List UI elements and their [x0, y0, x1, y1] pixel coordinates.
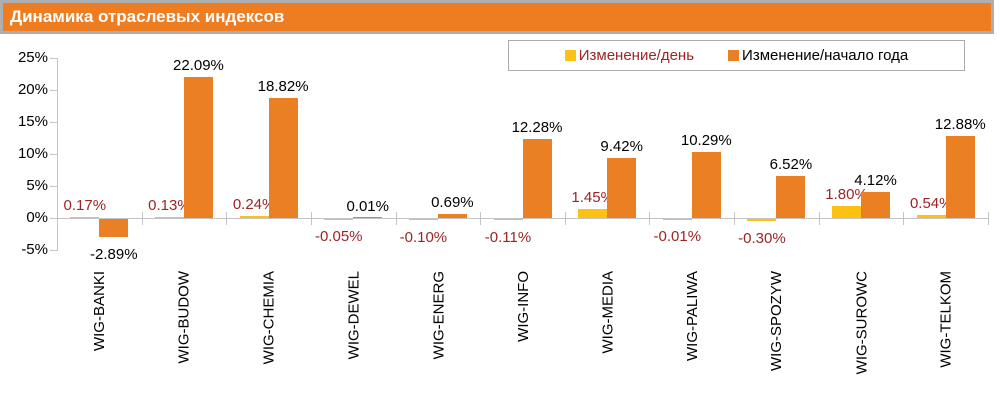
day-value-label: 0.24%: [232, 196, 276, 214]
y-axis-tick: [50, 186, 57, 187]
x-axis-tick: [480, 212, 482, 225]
x-axis-tick: [226, 212, 228, 225]
day-value-label: 0.17%: [63, 196, 107, 214]
ytd-bar: [607, 157, 637, 218]
day-bar: [408, 219, 438, 220]
y-axis-tick-label: 15%: [17, 113, 48, 130]
x-axis-tick: [818, 212, 820, 225]
x-axis-label: WIG-ENERG: [429, 271, 447, 360]
ytd-value-label: -2.89%: [90, 246, 138, 264]
day-bar: [239, 216, 269, 218]
legend-label-day: Изменение/день: [578, 47, 695, 64]
x-axis-label: WIG-BUDOW: [175, 271, 193, 364]
ytd-value-label: 12.88%: [934, 115, 986, 133]
y-axis-tick-label: -5%: [21, 241, 48, 258]
x-axis-tick: [649, 212, 651, 225]
day-bar: [578, 208, 608, 218]
day-value-label: 1.80%: [825, 186, 868, 204]
ytd-bar: [776, 176, 806, 218]
x-axis-label: WIG-PALIWA: [683, 271, 701, 361]
ytd-value-label: 0.69%: [431, 193, 474, 211]
day-value-label: -0.30%: [738, 229, 786, 247]
x-axis-tick: [988, 212, 990, 225]
ytd-value-label: 0.01%: [346, 197, 389, 215]
day-bar: [493, 219, 523, 220]
day-bar: [662, 219, 692, 220]
day-value-label: -0.01%: [653, 228, 702, 246]
ytd-bar: [268, 97, 298, 218]
day-value-label: 0.54%: [909, 194, 953, 212]
ytd-bar: [691, 152, 721, 218]
x-axis-tick: [310, 212, 312, 225]
ytd-bar: [522, 139, 552, 218]
chart-legend: Изменение/день Изменение/начало года: [508, 40, 965, 71]
ytd-bar: [861, 191, 891, 218]
x-axis-label: WIG-SUROWC: [853, 271, 871, 375]
day-value-label: 1.45%: [571, 188, 614, 206]
x-axis-tick: [564, 212, 566, 225]
x-axis-tick: [395, 212, 397, 225]
ytd-bar: [353, 217, 383, 218]
ytd-value-label: 9.42%: [600, 137, 643, 155]
x-axis-tick: [734, 212, 736, 225]
x-axis-line: [57, 218, 989, 219]
y-axis-tick: [50, 154, 57, 155]
y-axis-tick: [50, 218, 57, 219]
y-axis-tick-label: 10%: [17, 145, 48, 162]
day-value-label: 0.13%: [148, 197, 191, 215]
ytd-value-label: 18.82%: [257, 77, 309, 95]
day-bar: [154, 217, 184, 218]
ytd-value-label: 6.52%: [769, 156, 813, 174]
y-axis-tick: [50, 250, 57, 251]
x-axis-label: WIG-INFO: [514, 271, 532, 342]
ytd-value-label: 10.29%: [680, 132, 732, 150]
y-axis-line: [57, 58, 58, 251]
ytd-bar: [183, 76, 213, 218]
legend-item-day: Изменение/день: [564, 47, 695, 64]
day-bar: [747, 219, 777, 221]
ytd-series-swatch-icon: [728, 50, 740, 61]
x-axis-label: WIG-MEDIA: [599, 271, 617, 354]
legend-label-ytd: Изменение/начало года: [742, 47, 909, 64]
ytd-bar: [99, 219, 129, 238]
ytd-value-label: 12.28%: [511, 119, 563, 137]
x-axis-label: WIG-DEWEL: [345, 271, 363, 360]
x-axis-label: WIG-CHEMIA: [260, 271, 278, 365]
y-axis-tick: [50, 58, 57, 59]
x-axis-label: WIG-TELKOM: [937, 271, 955, 368]
ytd-value-label: 22.09%: [173, 56, 224, 74]
day-value-label: -0.10%: [399, 228, 448, 246]
y-axis-tick-label: 25%: [17, 49, 48, 66]
day-bar: [70, 216, 100, 218]
y-axis-tick-label: 5%: [26, 177, 48, 194]
x-axis-label: WIG-BANKI: [91, 271, 109, 352]
x-axis-tick: [903, 212, 905, 225]
y-axis-tick: [50, 90, 57, 91]
page-title: Динамика отраслевых индексов: [10, 7, 285, 26]
x-axis-label: WIG-SPOZYW: [768, 271, 786, 371]
y-axis-tick: [50, 122, 57, 123]
day-bar: [324, 219, 354, 220]
day-value-label: -0.05%: [314, 228, 363, 246]
ytd-value-label: 4.12%: [854, 171, 897, 189]
ytd-bar: [945, 135, 975, 218]
day-bar: [832, 206, 862, 218]
ytd-bar: [437, 213, 467, 218]
day-bar: [916, 214, 946, 218]
legend-item-ytd: Изменение/начало года: [728, 47, 908, 64]
day-value-label: -0.11%: [484, 228, 532, 246]
y-axis-tick-label: 0%: [26, 209, 48, 226]
x-axis-tick: [141, 212, 143, 225]
y-axis-tick-label: 20%: [17, 81, 48, 98]
header-bar: Динамика отраслевых индексов: [0, 0, 994, 34]
day-series-swatch-icon: [564, 50, 576, 61]
